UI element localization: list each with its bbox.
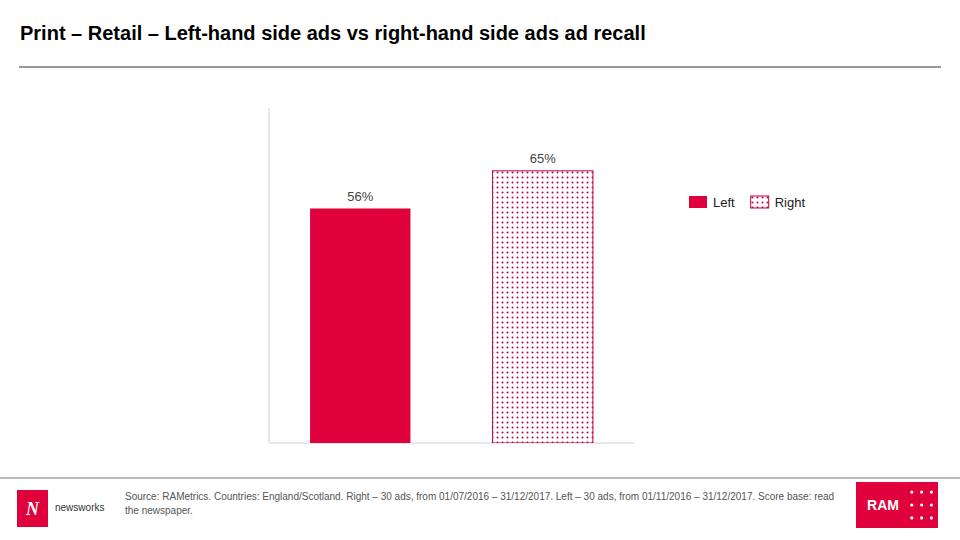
- legend-swatch: [751, 196, 769, 208]
- ram-logo-dot: [920, 516, 923, 519]
- ram-logo-dot: [920, 491, 923, 494]
- footer-line: Source: RAMetrics. Countries: England/Sc…: [125, 491, 834, 502]
- ram-logo-dot: [930, 503, 933, 506]
- footer-rule: [0, 478, 960, 479]
- legend: Left Right: [689, 195, 805, 210]
- newsworks-logo: [17, 490, 48, 527]
- ram-logo-dot: [930, 491, 933, 494]
- title: Print – Retail – Left-hand side ads vs r…: [20, 22, 646, 44]
- legend-label: Right: [775, 195, 806, 210]
- data-label: 56%: [347, 189, 373, 204]
- value-range-line: [269, 108, 270, 443]
- legend-label: Left: [713, 195, 735, 210]
- legend-swatch: [689, 196, 707, 208]
- ram-logo-dot: [910, 491, 913, 494]
- bars: [310, 171, 593, 443]
- data-labels: 56% 65%: [347, 151, 556, 204]
- bar: [493, 171, 593, 443]
- footer-line: the newspaper.: [125, 505, 193, 516]
- chart-svg: Print – Retail – Left-hand side ads vs r…: [0, 0, 960, 540]
- chart-container: Print – Retail – Left-hand side ads vs r…: [0, 0, 960, 540]
- ram-logo-dot: [910, 503, 913, 506]
- ram-logo: [856, 482, 938, 528]
- footer-source: Source: RAMetrics. Countries: England/Sc…: [125, 491, 834, 516]
- data-label: 65%: [530, 151, 556, 166]
- title-rule: [19, 66, 941, 67]
- newsworks-name: newsworks: [55, 502, 104, 513]
- bar: [310, 209, 410, 444]
- ram-logo-dot: [910, 516, 913, 519]
- newsworks-logo-letter: N: [25, 499, 40, 519]
- ram-logo-dot: [930, 516, 933, 519]
- ram-logo-text: RAM: [867, 497, 899, 513]
- ram-logo-dot: [920, 503, 923, 506]
